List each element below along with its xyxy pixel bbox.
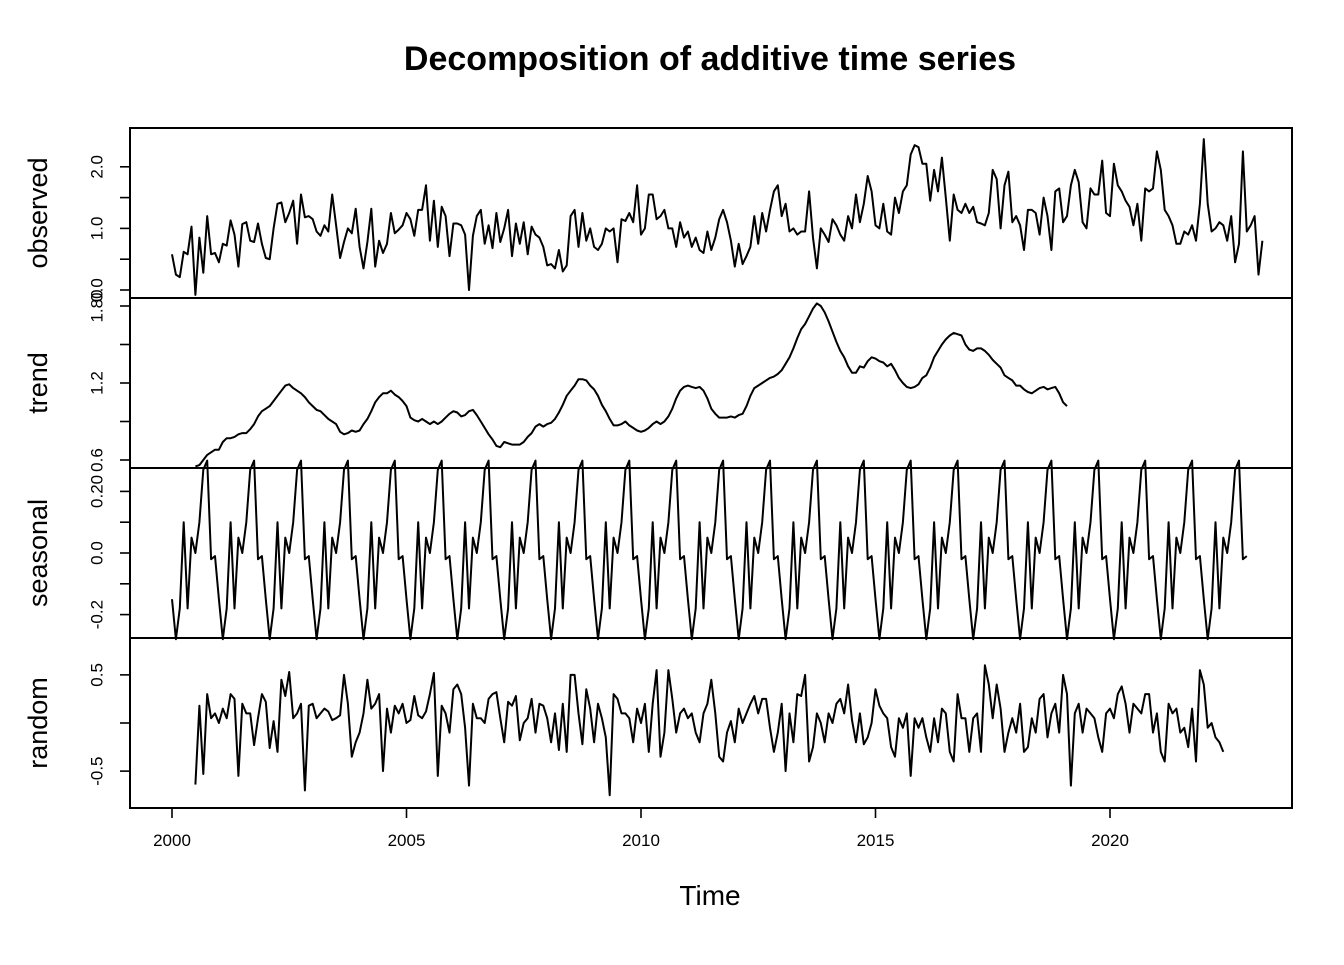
panel-trend: 0.6 1.2 1.80 trend xyxy=(23,289,1293,472)
panel-observed: 0.0 1.0 2.0 observed xyxy=(23,127,1293,302)
y-tick-label-observed: 2.0 xyxy=(87,155,106,179)
panel-label-trend: trend xyxy=(23,352,53,414)
x-tick-label: 2000 xyxy=(153,831,191,850)
y-tick-label-seasonal: -0.2 xyxy=(87,600,106,629)
series-line-trend xyxy=(195,302,1068,468)
y-tick-label-observed: 0.0 xyxy=(87,278,106,302)
x-tick-label: 2015 xyxy=(857,831,895,850)
y-tick-label-random: -0.5 xyxy=(87,756,106,785)
y-tick-label-trend: 0.6 xyxy=(87,448,106,472)
y-tick-label-trend: 1.2 xyxy=(87,371,106,395)
y-tick-label-trend: 1.80 xyxy=(87,289,106,322)
series-line-random xyxy=(194,664,1225,797)
panel-label-seasonal: seasonal xyxy=(23,499,53,607)
panel-label-observed: observed xyxy=(23,157,53,268)
y-tick-label-observed: 1.0 xyxy=(87,217,106,241)
x-tick-label: 2010 xyxy=(622,831,660,850)
y-tick-label-random: 0.5 xyxy=(87,663,106,687)
y-tick-label-seasonal: 0.20 xyxy=(87,475,106,508)
x-tick-label: 2005 xyxy=(388,831,426,850)
chart-title: Decomposition of additive time series xyxy=(404,40,1016,78)
series-line-seasonal xyxy=(171,459,1248,641)
panel-random: -0.5 0.5 random xyxy=(23,637,1293,809)
panel-label-random: random xyxy=(23,677,53,769)
series-line-observed xyxy=(171,138,1264,296)
y-tick-label-seasonal: 0.0 xyxy=(87,541,106,565)
panel-frame-trend xyxy=(129,297,1293,469)
x-axis-label: Time xyxy=(679,880,740,911)
x-tick-label: 2020 xyxy=(1091,831,1129,850)
panel-seasonal: -0.2 0.0 0.20 seasonal xyxy=(23,459,1293,641)
